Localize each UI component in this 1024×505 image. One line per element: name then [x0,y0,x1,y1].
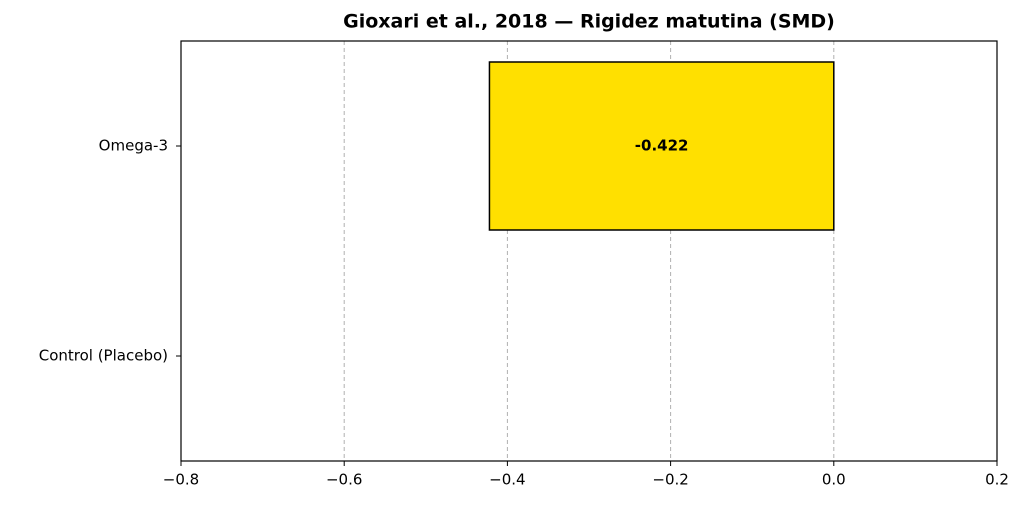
x-tick-label: −0.8 [163,471,199,489]
y-tick-label: Omega-3 [99,137,168,155]
chart-title: Gioxari et al., 2018 — Rigidez matutina … [343,11,835,33]
x-tick-label: −0.2 [652,471,688,489]
x-tick-label: 0.2 [985,471,1009,489]
x-tick-label: −0.4 [489,471,525,489]
bar [488,61,835,231]
x-tick-label: 0.0 [822,471,846,489]
plot-frame [180,40,998,462]
value-label: -0.422 [635,137,689,155]
x-tick-label: −0.6 [326,471,362,489]
y-tick-label: Control (Placebo) [39,347,168,365]
